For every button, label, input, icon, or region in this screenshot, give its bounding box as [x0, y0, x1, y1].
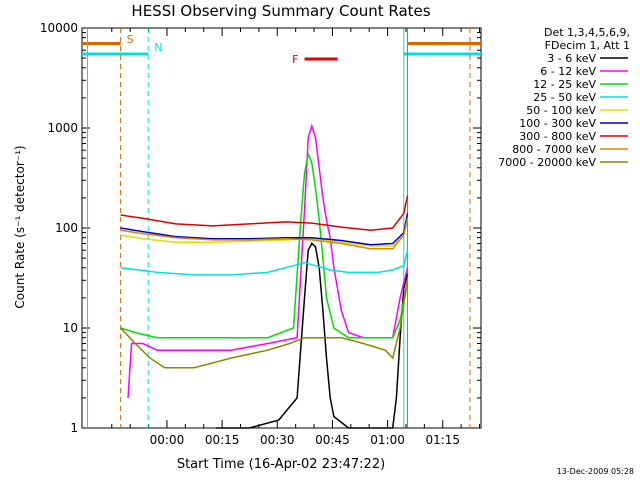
- x-axis-label: Start Time (16-Apr-02 23:47:22): [177, 457, 385, 472]
- legend-entry-label: 7000 - 20000 keV: [498, 156, 596, 169]
- plot-frame: [81, 27, 482, 429]
- footer-timestamp: 13-Dec-2009 05:28: [557, 467, 634, 476]
- y-tick-label: 10: [63, 321, 78, 335]
- series-line: [120, 280, 409, 369]
- legend-entry-label: 12 - 25 keV: [533, 78, 596, 91]
- x-tick-label: 01:00: [370, 433, 405, 447]
- x-tick-label: 00:15: [205, 433, 240, 447]
- series-line: [120, 216, 409, 247]
- x-tick-label: 01:15: [425, 433, 460, 447]
- series-line: [216, 242, 409, 429]
- x-tick-label: 00:30: [260, 433, 295, 447]
- y-tick-label: 10000: [40, 21, 78, 35]
- x-tick-label: 00:00: [150, 433, 185, 447]
- legend-entry-label: 25 - 50 keV: [533, 91, 596, 104]
- annotation-label: S: [127, 33, 134, 46]
- series-line: [127, 123, 409, 398]
- legend-entry-label: 300 - 800 keV: [519, 130, 596, 143]
- series-line: [120, 218, 409, 250]
- series-line: [120, 213, 409, 246]
- legend-entry-label: 6 - 12 keV: [540, 65, 596, 78]
- legend-entry-label: 3 - 6 keV: [547, 52, 596, 65]
- legend-header: Det 1,3,4,5,6,9,: [544, 26, 630, 39]
- x-tick-label: 00:45: [315, 433, 350, 447]
- flare-label: F: [292, 53, 298, 66]
- legend-entry-label: 100 - 300 keV: [519, 117, 596, 130]
- y-tick-label: 100: [55, 221, 78, 235]
- y-tick-label: 1: [70, 421, 78, 435]
- chart-title: HESSI Observing Summary Count Rates: [131, 2, 430, 20]
- annotation-label: N: [154, 41, 162, 54]
- series-line: [120, 151, 409, 339]
- legend-entry-label: 50 - 100 keV: [526, 104, 596, 117]
- legend-header: FDecim 1, Att 1: [545, 39, 630, 52]
- series-line: [120, 250, 409, 276]
- y-tick-label: 1000: [47, 121, 78, 135]
- y-axis-label: Count Rate (s⁻¹ detector⁻¹): [13, 145, 27, 308]
- legend-entry-label: 800 - 7000 keV: [512, 143, 596, 156]
- legend: Det 1,3,4,5,6,9,FDecim 1, Att 13 - 6 keV…: [498, 26, 630, 169]
- series-line: [120, 195, 409, 231]
- plot-area: 1 10 100 1000 10000 00:00 00:15 00:30 00:45 01:00…: [40, 21, 482, 447]
